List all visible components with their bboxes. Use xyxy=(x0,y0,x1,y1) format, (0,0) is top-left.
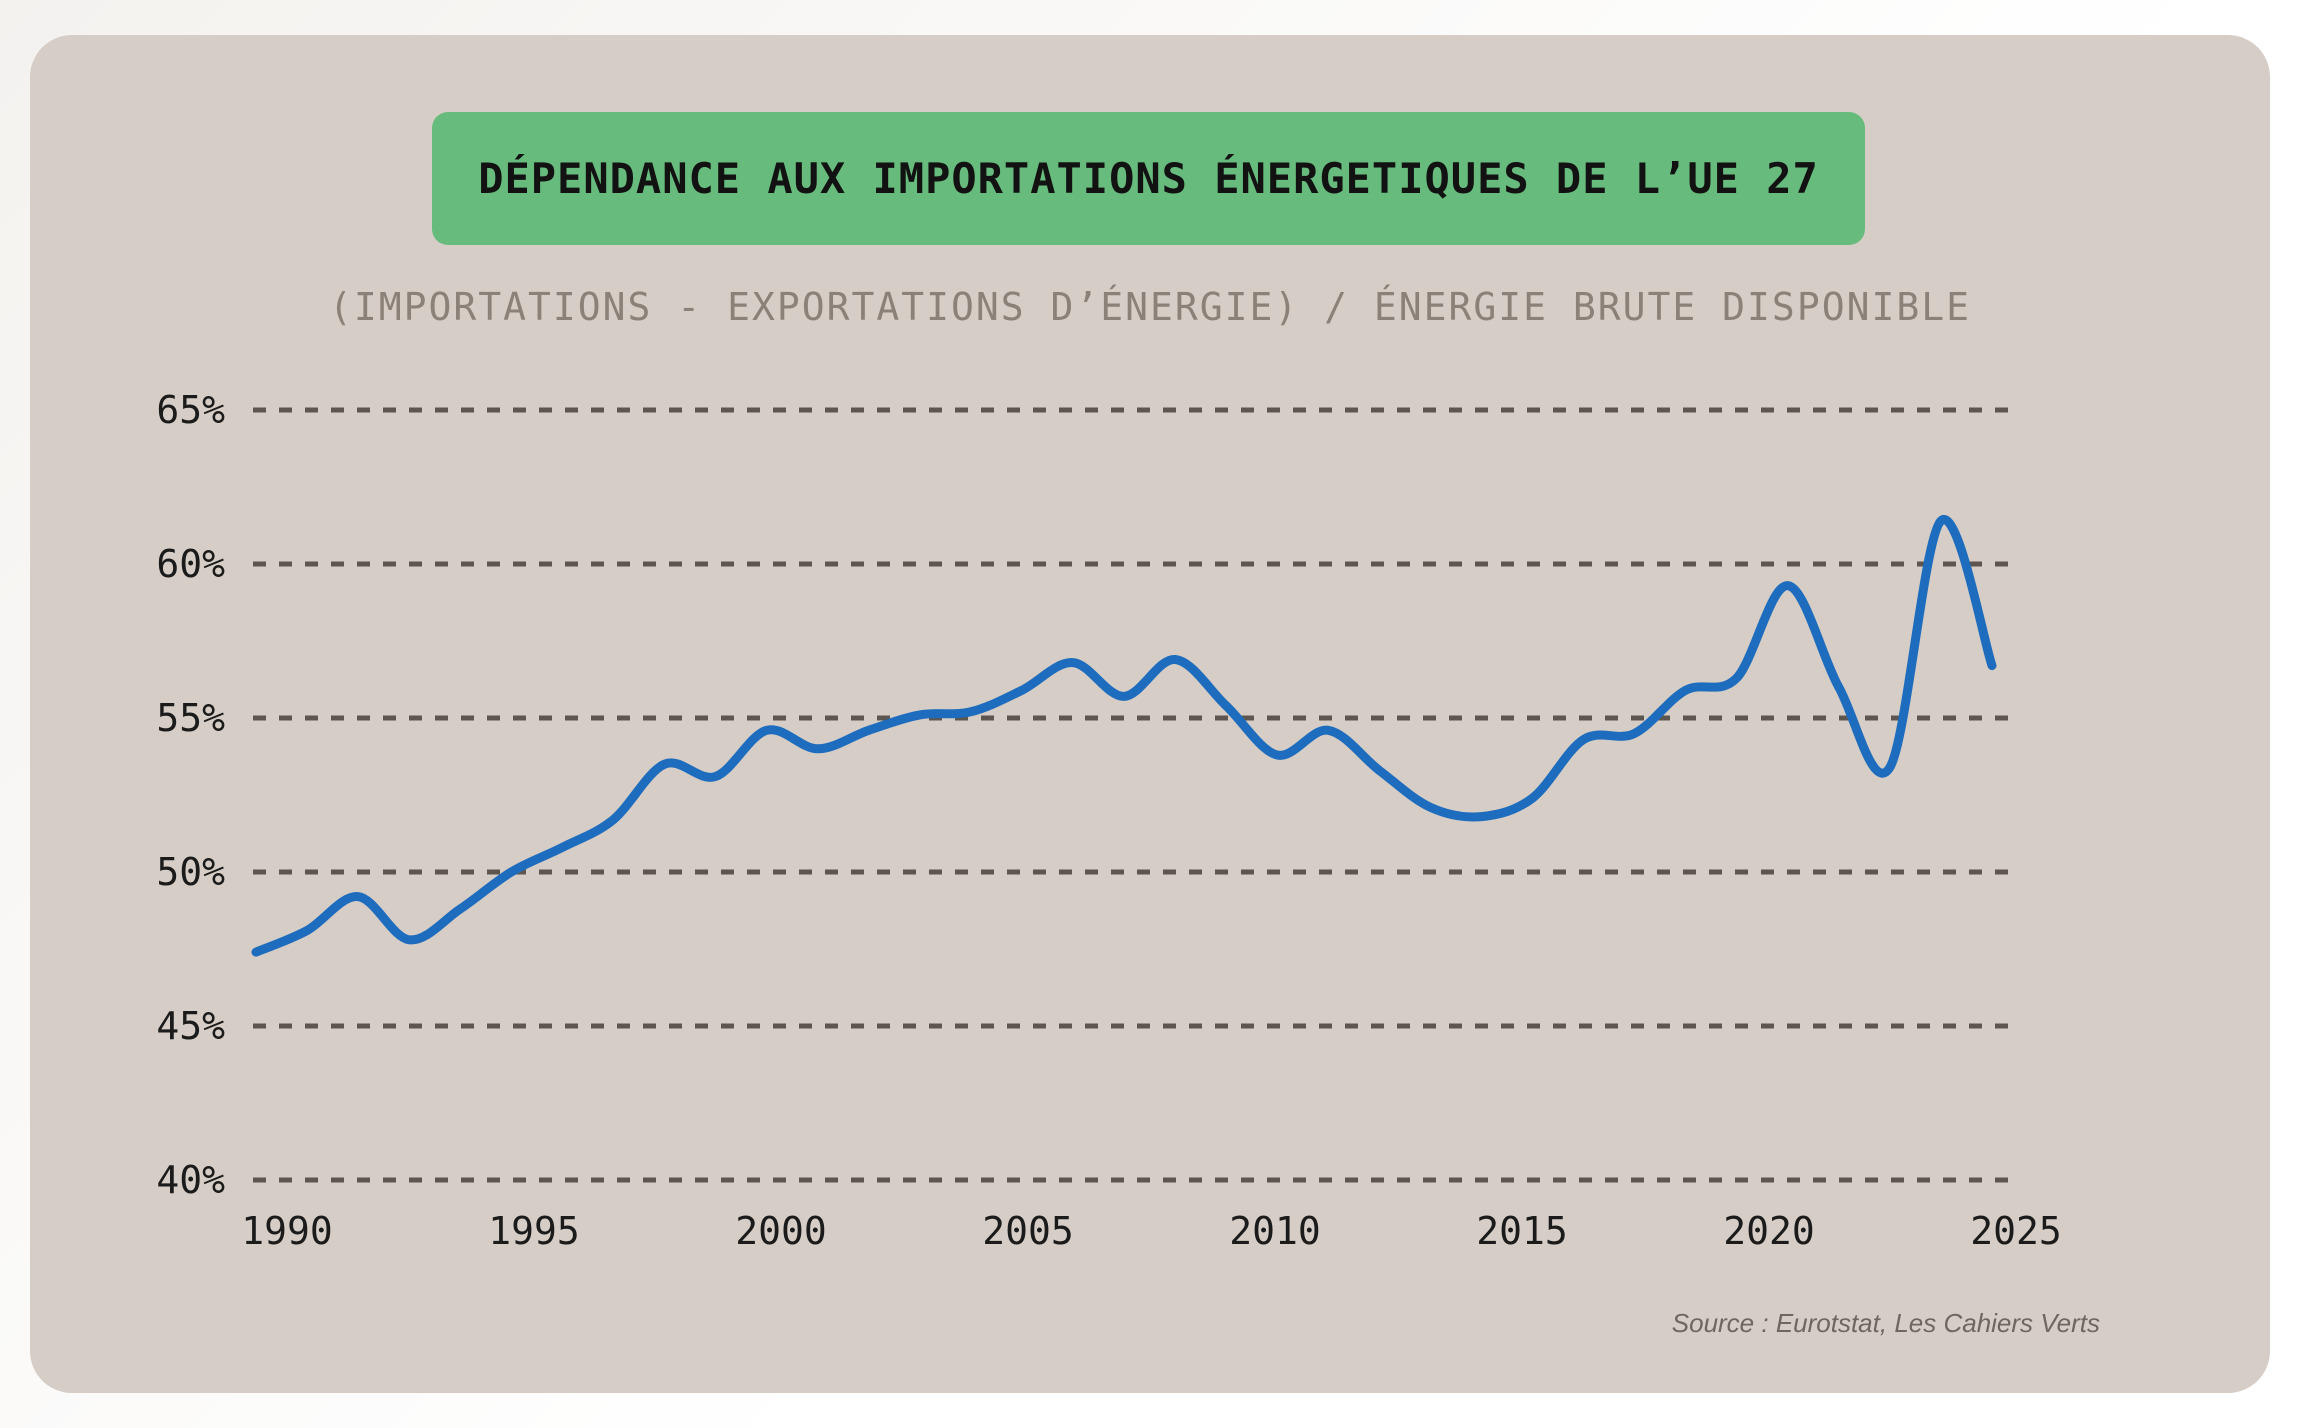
y-tick-label-40: 40% xyxy=(156,1158,225,1202)
gridlines xyxy=(253,407,2016,1183)
x-tick-label-2025: 2025 xyxy=(1970,1209,2062,1253)
chart-subtitle: (IMPORTATIONS - EXPORTATIONS D’ÉNERGIE) … xyxy=(329,285,1971,329)
x-tick-label-1990: 1990 xyxy=(241,1209,333,1253)
y-tick-label-50: 50% xyxy=(156,850,225,894)
chart-card xyxy=(30,35,2270,1393)
x-tick-label-2020: 2020 xyxy=(1723,1209,1815,1253)
chart-title: DÉPENDANCE AUX IMPORTATIONS ÉNERGETIQUES… xyxy=(478,154,1819,203)
y-tick-label-65: 65% xyxy=(156,388,225,432)
x-tick-label-2015: 2015 xyxy=(1476,1209,1568,1253)
x-tick-label-1995: 1995 xyxy=(488,1209,580,1253)
y-tick-label-55: 55% xyxy=(156,696,225,740)
y-tick-label-60: 60% xyxy=(156,542,225,586)
source-note: Source : Eurotstat, Les Cahiers Verts xyxy=(1671,1308,2100,1338)
dependency-line xyxy=(251,515,1997,957)
x-tick-label-2005: 2005 xyxy=(982,1209,1074,1253)
title-banner: DÉPENDANCE AUX IMPORTATIONS ÉNERGETIQUES… xyxy=(432,112,1865,245)
x-tick-label-2000: 2000 xyxy=(735,1209,827,1253)
x-tick-label-2010: 2010 xyxy=(1229,1209,1321,1253)
y-tick-label-45: 45% xyxy=(156,1004,225,1048)
